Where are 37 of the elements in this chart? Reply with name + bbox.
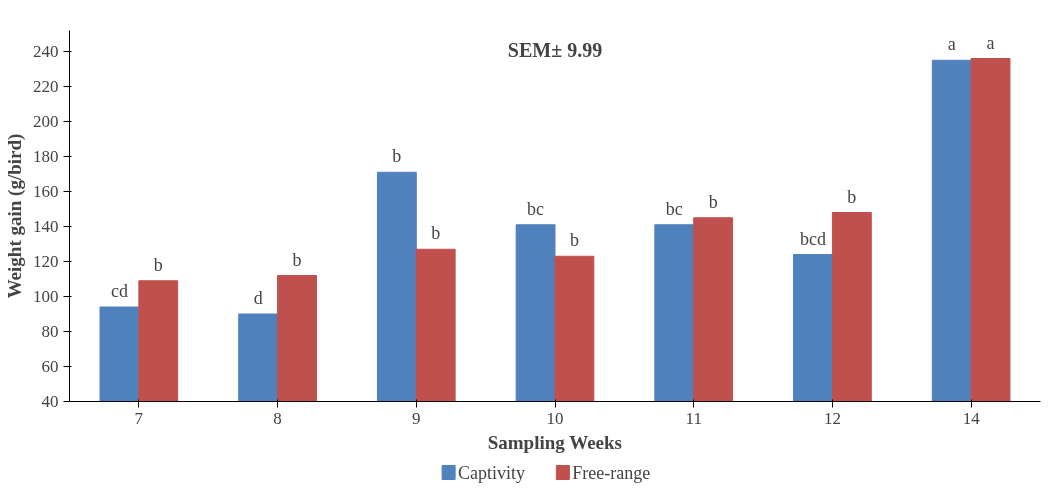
data-label: b <box>153 254 163 275</box>
data-label: b <box>392 146 402 167</box>
data-label: a <box>986 32 995 53</box>
data-label: d <box>253 288 263 308</box>
x-axis-title: Sampling Weeks <box>487 431 622 453</box>
data-label: a <box>947 34 956 55</box>
x-tick-label: 14 <box>962 408 981 428</box>
legend-label: Free-range <box>572 462 651 483</box>
y-axis-title: Weight gain (g/bird) <box>4 133 26 299</box>
y-tick-label: 120 <box>33 252 59 271</box>
data-label: b <box>708 191 718 212</box>
y-tick-label: 140 <box>33 217 59 236</box>
x-tick-label: 7 <box>134 408 144 428</box>
y-tick-label: 40 <box>41 392 59 411</box>
x-tick-label: 12 <box>823 408 841 428</box>
data-label: b <box>569 230 579 251</box>
y-tick-label: 240 <box>33 42 59 61</box>
data-label: bc <box>527 198 545 219</box>
y-tick-label: 160 <box>33 182 59 201</box>
data-label: b <box>847 186 857 207</box>
y-tick-label: 200 <box>33 112 59 131</box>
x-tick-label: 8 <box>273 408 282 428</box>
y-tick-label: 100 <box>33 287 59 306</box>
y-tick-label: 180 <box>33 147 59 166</box>
y-tick-label: 220 <box>33 77 59 96</box>
data-label: cd <box>110 281 128 301</box>
legend-label: Captivity <box>457 462 525 483</box>
data-label: b <box>292 249 302 270</box>
x-tick-label: 10 <box>546 408 564 428</box>
y-tick-label: 60 <box>41 357 59 376</box>
y-tick-label: 80 <box>41 322 59 341</box>
x-tick-label: 9 <box>412 408 421 428</box>
data-label: bc <box>665 198 683 219</box>
annotation: SEM± 9.99 <box>507 38 603 61</box>
x-tick-label: 11 <box>685 408 702 428</box>
data-label: bcd <box>800 228 827 249</box>
data-label: b <box>431 223 441 244</box>
